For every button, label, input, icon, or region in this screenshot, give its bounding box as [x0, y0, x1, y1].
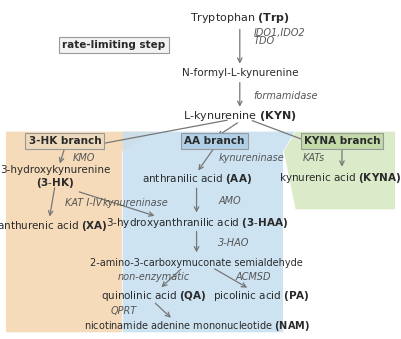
- Text: kynureninase: kynureninase: [102, 198, 168, 208]
- Text: AA branch: AA branch: [184, 136, 245, 146]
- Polygon shape: [6, 132, 155, 332]
- Text: Tryptophan $\mathbf{(Trp)}$: Tryptophan $\mathbf{(Trp)}$: [190, 11, 290, 25]
- Text: xanthurenic acid $\mathbf{(XA)}$: xanthurenic acid $\mathbf{(XA)}$: [0, 219, 107, 233]
- Text: kynurenic acid $\mathbf{(KYNA)}$: kynurenic acid $\mathbf{(KYNA)}$: [279, 171, 401, 185]
- Text: quinolinic acid $\mathbf{(QA)}$: quinolinic acid $\mathbf{(QA)}$: [101, 289, 206, 303]
- Text: kynureninase: kynureninase: [218, 153, 284, 163]
- Text: picolinic acid $\mathbf{(PA)}$: picolinic acid $\mathbf{(PA)}$: [213, 289, 310, 303]
- Text: L-kynurenine $\mathbf{(KYN)}$: L-kynurenine $\mathbf{(KYN)}$: [183, 109, 297, 123]
- Text: QPRT: QPRT: [110, 306, 136, 316]
- Text: 3-HAO: 3-HAO: [218, 238, 249, 248]
- Text: N-formyl-L-kynurenine: N-formyl-L-kynurenine: [182, 68, 298, 78]
- Polygon shape: [284, 132, 395, 210]
- Text: $\mathbf{(3\text{-}HK)}$: $\mathbf{(3\text{-}HK)}$: [36, 176, 74, 190]
- Text: 2-amino-3-carboxymuconate semialdehyde: 2-amino-3-carboxymuconate semialdehyde: [90, 258, 303, 267]
- Text: 3-hydroxyanthranilic acid $\mathbf{(3\text{-}HAA)}$: 3-hydroxyanthranilic acid $\mathbf{(3\te…: [105, 216, 288, 230]
- Polygon shape: [123, 132, 295, 332]
- Text: AMO: AMO: [218, 196, 241, 206]
- Text: KYNA branch: KYNA branch: [304, 136, 380, 146]
- Text: IDO1,IDO2: IDO1,IDO2: [253, 27, 305, 38]
- Text: 3-hydroxykynurenine: 3-hydroxykynurenine: [0, 165, 110, 176]
- Text: non-enzymatic: non-enzymatic: [118, 273, 190, 282]
- Text: ACMSD: ACMSD: [236, 273, 271, 282]
- Text: TDO: TDO: [253, 36, 275, 46]
- Text: nicotinamide adenine mononucleotide $\mathbf{(NAM)}$: nicotinamide adenine mononucleotide $\ma…: [83, 319, 310, 333]
- Text: anthranilic acid $\mathbf{(AA)}$: anthranilic acid $\mathbf{(AA)}$: [142, 173, 251, 186]
- Text: KATs: KATs: [303, 153, 325, 163]
- Text: formamidase: formamidase: [253, 92, 318, 101]
- Text: rate-limiting step: rate-limiting step: [63, 40, 166, 50]
- Text: 3-HK branch: 3-HK branch: [28, 136, 101, 146]
- Text: KMO: KMO: [73, 153, 95, 163]
- Text: KAT I-IV: KAT I-IV: [65, 198, 102, 208]
